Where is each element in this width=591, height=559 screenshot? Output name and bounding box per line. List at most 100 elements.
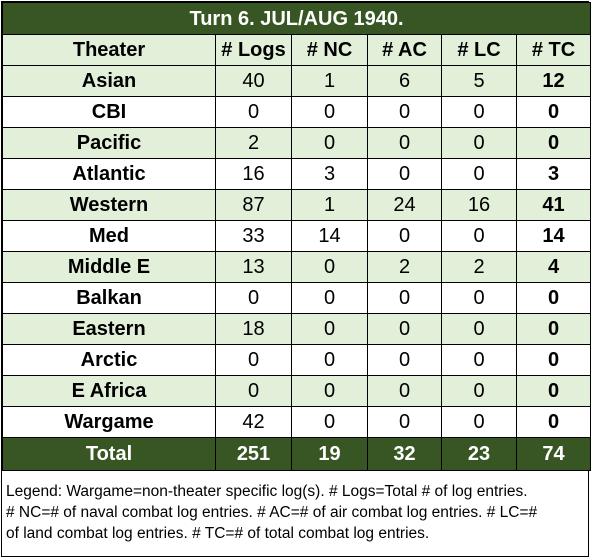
cell-lc: 5 — [441, 65, 517, 97]
cell-lc: 0 — [441, 313, 517, 345]
header-theater: Theater — [2, 34, 216, 66]
cell-tc: 0 — [515, 375, 591, 407]
cell-tc: 0 — [515, 127, 591, 159]
cell-lc: 0 — [441, 282, 517, 314]
table-row: Med 33 14 0 0 14 — [2, 220, 591, 252]
title-row: Turn 6. JUL/AUG 1940. — [1, 2, 591, 35]
table-row: Atlantic 16 3 0 0 3 — [2, 158, 591, 190]
cell-nc: 0 — [291, 406, 368, 438]
cell-ac: 0 — [367, 375, 442, 407]
cell-nc: 0 — [291, 96, 368, 128]
table-row: Western 87 1 24 16 41 — [2, 189, 591, 221]
cell-tc: 14 — [515, 220, 591, 252]
total-lc: 23 — [441, 437, 517, 471]
total-tc: 74 — [515, 437, 591, 471]
cell-lc: 0 — [441, 158, 517, 190]
cell-nc: 1 — [291, 65, 368, 97]
table-row: Pacific 2 0 0 0 0 — [2, 127, 591, 159]
cell-nc: 0 — [291, 375, 368, 407]
legend-line-3: of land combat log entries. # TC=# of to… — [6, 525, 430, 542]
cell-ac: 6 — [367, 65, 442, 97]
cell-theater: Pacific — [2, 127, 216, 159]
cell-logs: 33 — [215, 220, 292, 252]
cell-tc: 0 — [515, 313, 591, 345]
cell-tc: 12 — [515, 65, 591, 97]
table-row: Arctic 0 0 0 0 0 — [2, 344, 591, 376]
total-logs: 251 — [215, 437, 292, 471]
header-ac: # AC — [367, 34, 442, 66]
cell-nc: 14 — [291, 220, 368, 252]
cell-ac: 0 — [367, 313, 442, 345]
cell-ac: 0 — [367, 158, 442, 190]
cell-theater: E Africa — [2, 375, 216, 407]
cell-lc: 0 — [441, 127, 517, 159]
cell-nc: 0 — [291, 127, 368, 159]
cell-tc: 4 — [515, 251, 591, 283]
cell-logs: 18 — [215, 313, 292, 345]
legend: Legend: Wargame=non-theater specific log… — [2, 471, 588, 544]
table-row: Middle E 13 0 2 2 4 — [2, 251, 591, 283]
total-theater: Total — [2, 437, 216, 471]
total-nc: 19 — [291, 437, 368, 471]
cell-tc: 41 — [515, 189, 591, 221]
table-row: Wargame 42 0 0 0 0 — [2, 406, 591, 438]
header-tc: # TC — [515, 34, 591, 66]
total-row: Total 251 19 32 23 74 — [2, 437, 591, 471]
cell-theater: Balkan — [2, 282, 216, 314]
cell-logs: 0 — [215, 96, 292, 128]
cell-logs: 0 — [215, 375, 292, 407]
cell-nc: 0 — [291, 344, 368, 376]
cell-lc: 0 — [441, 220, 517, 252]
table-title: Turn 6. JUL/AUG 1940. — [1, 2, 591, 35]
table-row: Eastern 18 0 0 0 0 — [2, 313, 591, 345]
cell-tc: 0 — [515, 282, 591, 314]
cell-ac: 0 — [367, 96, 442, 128]
cell-lc: 0 — [441, 406, 517, 438]
cell-theater: Middle E — [2, 251, 216, 283]
cell-logs: 40 — [215, 65, 292, 97]
cell-ac: 0 — [367, 127, 442, 159]
cell-ac: 24 — [367, 189, 442, 221]
cell-logs: 0 — [215, 282, 292, 314]
combat-log-table: Turn 6. JUL/AUG 1940. Theater # Logs # N… — [1, 2, 591, 471]
cell-theater: Atlantic — [2, 158, 216, 190]
cell-ac: 0 — [367, 282, 442, 314]
total-ac: 32 — [367, 437, 442, 471]
header-logs: # Logs — [215, 34, 292, 66]
table-row: Balkan 0 0 0 0 0 — [2, 282, 591, 314]
cell-tc: 3 — [515, 158, 591, 190]
cell-lc: 16 — [441, 189, 517, 221]
cell-tc: 0 — [515, 96, 591, 128]
cell-theater: Arctic — [2, 344, 216, 376]
cell-nc: 0 — [291, 313, 368, 345]
table-row: CBI 0 0 0 0 0 — [2, 96, 591, 128]
cell-nc: 0 — [291, 282, 368, 314]
cell-logs: 13 — [215, 251, 292, 283]
header-nc: # NC — [291, 34, 368, 66]
cell-nc: 3 — [291, 158, 368, 190]
table-row: E Africa 0 0 0 0 0 — [2, 375, 591, 407]
cell-tc: 0 — [515, 344, 591, 376]
cell-theater: CBI — [2, 96, 216, 128]
table-row: Asian 40 1 6 5 12 — [2, 65, 591, 97]
header-row: Theater # Logs # NC # AC # LC # TC — [2, 34, 591, 66]
header-lc: # LC — [441, 34, 517, 66]
cell-theater: Med — [2, 220, 216, 252]
cell-ac: 0 — [367, 344, 442, 376]
cell-theater: Western — [2, 189, 216, 221]
cell-theater: Wargame — [2, 406, 216, 438]
cell-nc: 1 — [291, 189, 368, 221]
cell-logs: 2 — [215, 127, 292, 159]
legend-line-2: # NC=# of naval combat log entries. # AC… — [6, 504, 538, 521]
cell-ac: 0 — [367, 220, 442, 252]
cell-logs: 16 — [215, 158, 292, 190]
cell-logs: 0 — [215, 344, 292, 376]
cell-theater: Asian — [2, 65, 216, 97]
cell-lc: 0 — [441, 344, 517, 376]
legend-line-1: Legend: Wargame=non-theater specific log… — [6, 483, 528, 500]
cell-logs: 87 — [215, 189, 292, 221]
cell-tc: 0 — [515, 406, 591, 438]
cell-ac: 2 — [367, 251, 442, 283]
cell-nc: 0 — [291, 251, 368, 283]
